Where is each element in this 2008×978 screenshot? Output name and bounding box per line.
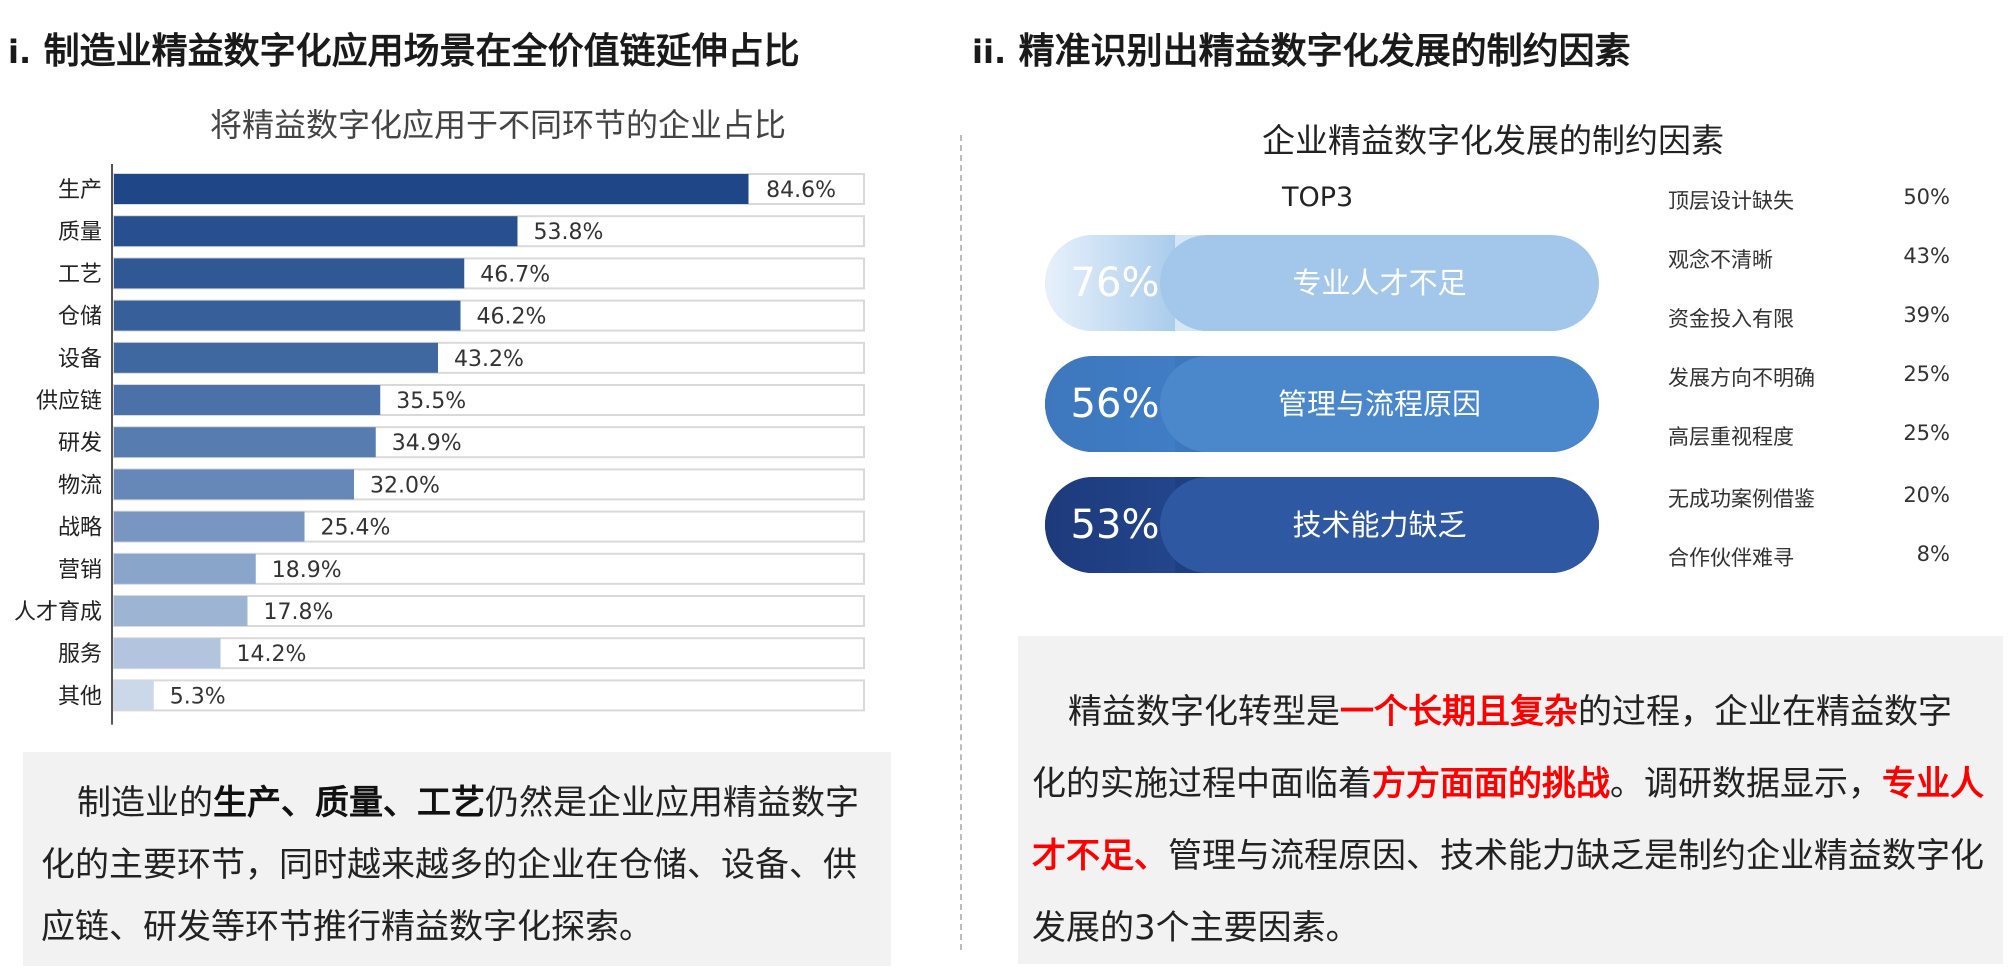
factor-value: 8% bbox=[1916, 542, 1950, 566]
factor-name: 无成功案例借鉴 bbox=[1668, 487, 1815, 511]
right-summary-text: 精益数字化转型是一个长期且复杂的过程，企业在精益数字化的实施过程中面临着方方面面… bbox=[1032, 676, 1985, 964]
category-label: 其他 bbox=[58, 684, 102, 709]
category-label: 生产 bbox=[58, 178, 102, 203]
summary-text: 管理与流程原因、技术能力缺乏是制约企业精益数字化发展的3个主要因素。 bbox=[1032, 836, 1984, 948]
factor-value: 43% bbox=[1903, 244, 1950, 268]
category-label: 设备 bbox=[58, 347, 102, 372]
left-section-title: i. 制造业精益数字化应用场景在全价值链延伸占比 bbox=[8, 22, 800, 74]
value-label: 34.9% bbox=[392, 431, 462, 456]
value-label: 5.3% bbox=[170, 684, 226, 709]
factor-value: 50% bbox=[1903, 185, 1950, 209]
top3-item: 53% 技术能力缺乏 bbox=[1045, 477, 1599, 573]
category-label: 服务 bbox=[58, 642, 102, 667]
factor-name: 高层重视程度 bbox=[1668, 425, 1794, 449]
top3-item: 76% 专业人才不足 bbox=[1045, 235, 1599, 331]
factor-row: 顶层设计缺失 50% bbox=[1668, 185, 1968, 215]
factor-name: 顶层设计缺失 bbox=[1668, 189, 1794, 213]
top3-label-text: 专业人才不足 bbox=[1160, 235, 1599, 331]
summary-bold-text: 生产、质量、工艺 bbox=[213, 783, 485, 823]
factor-name: 发展方向不明确 bbox=[1668, 366, 1815, 390]
factor-row: 合作伙伴难寻 8% bbox=[1668, 542, 1968, 572]
value-label: 53.8% bbox=[534, 220, 604, 245]
top3-value: 56% bbox=[1045, 356, 1175, 452]
category-label: 质量 bbox=[58, 220, 102, 245]
bar bbox=[114, 216, 518, 247]
section-number: i. bbox=[8, 33, 32, 71]
factor-row: 观念不清晰 43% bbox=[1668, 244, 1968, 274]
category-label: 仓储 bbox=[58, 305, 102, 330]
factor-row: 无成功案例借鉴 20% bbox=[1668, 483, 1968, 513]
section-number: ii. bbox=[972, 33, 1007, 71]
top3-item: 56% 管理与流程原因 bbox=[1045, 356, 1599, 452]
value-label: 43.2% bbox=[454, 347, 524, 372]
factor-row: 资金投入有限 39% bbox=[1668, 303, 1968, 333]
category-label: 研发 bbox=[58, 431, 102, 456]
top3-value: 76% bbox=[1045, 235, 1175, 331]
category-label: 人才育成 bbox=[14, 600, 102, 625]
factor-value: 25% bbox=[1903, 362, 1950, 386]
factor-row: 发展方向不明确 25% bbox=[1668, 362, 1968, 392]
category-label: 工艺 bbox=[58, 262, 102, 287]
value-label: 46.2% bbox=[477, 305, 547, 330]
bar bbox=[114, 385, 381, 415]
value-label: 25.4% bbox=[321, 516, 391, 541]
top3-label-text: 管理与流程原因 bbox=[1160, 356, 1599, 452]
category-label: 战略 bbox=[58, 516, 102, 541]
section-divider bbox=[960, 135, 962, 950]
factor-row: 高层重视程度 25% bbox=[1668, 421, 1968, 451]
section-title-text: 制造业精益数字化应用场景在全价值链延伸占比 bbox=[43, 31, 800, 72]
bar-track bbox=[113, 637, 865, 670]
factor-value: 25% bbox=[1903, 421, 1950, 445]
summary-text: 制造业的 bbox=[77, 783, 213, 823]
value-label: 17.8% bbox=[264, 600, 334, 625]
left-summary-text: 制造业的生产、质量、工艺仍然是企业应用精益数字化的主要环节，同时越来越多的企业在… bbox=[41, 772, 873, 958]
bar-chart-title: 将精益数字化应用于不同环节的企业占比 bbox=[210, 106, 787, 144]
bar bbox=[114, 258, 465, 289]
summary-highlight-text: 一个长期且复杂 bbox=[1340, 692, 1578, 732]
value-label: 14.2% bbox=[237, 642, 307, 667]
bar bbox=[114, 342, 438, 373]
bar bbox=[114, 638, 221, 669]
category-label: 供应链 bbox=[36, 389, 102, 414]
top3-value: 53% bbox=[1045, 477, 1175, 573]
bar bbox=[114, 469, 354, 500]
summary-text: 的过程，企业在精益数字化的实施过程中面临着 bbox=[1032, 692, 1952, 804]
value-label: 32.0% bbox=[370, 473, 440, 498]
summary-text: 仍然是企业应用精益数字化的主要环节，同时越来越多的企业在仓储、设备、供应链、研发… bbox=[41, 783, 859, 947]
top3-label: TOP3 bbox=[1282, 182, 1354, 213]
left-summary-box: 制造业的生产、质量、工艺仍然是企业应用精益数字化的主要环节，同时越来越多的企业在… bbox=[23, 752, 891, 966]
right-section-title: ii. 精准识别出精益数字化发展的制约因素 bbox=[972, 22, 1631, 74]
bar-track bbox=[113, 679, 865, 712]
factor-name: 合作伙伴难寻 bbox=[1668, 546, 1794, 570]
summary-highlight-text: 专业人才不足、 bbox=[1032, 764, 1984, 876]
factor-value: 39% bbox=[1903, 303, 1950, 327]
summary-text: 精益数字化转型是 bbox=[1068, 692, 1340, 732]
bar-chart: 生产 84.6% 质量 53.8% 工艺 46.7% 仓储 46.2% 设备 43.2% 供应链 35… bbox=[14, 164, 865, 725]
summary-highlight-text: 方方面面的挑战 bbox=[1372, 764, 1610, 804]
bar bbox=[114, 174, 749, 204]
category-label: 物流 bbox=[58, 473, 102, 498]
summary-text: 。调研数据显示， bbox=[1610, 764, 1882, 804]
value-label: 84.6% bbox=[766, 178, 836, 203]
bar bbox=[114, 553, 256, 584]
bar bbox=[114, 427, 376, 458]
value-label: 18.9% bbox=[272, 558, 342, 583]
bar bbox=[114, 511, 305, 542]
factor-value: 20% bbox=[1903, 483, 1950, 507]
bar bbox=[114, 596, 248, 626]
factor-name: 观念不清晰 bbox=[1668, 248, 1773, 272]
factor-name: 资金投入有限 bbox=[1668, 307, 1794, 331]
section-title-text: 精准识别出精益数字化发展的制约因素 bbox=[1018, 31, 1631, 72]
value-label: 35.5% bbox=[396, 389, 466, 414]
category-label: 营销 bbox=[58, 558, 102, 583]
value-label: 46.7% bbox=[480, 262, 550, 287]
bar bbox=[114, 300, 461, 331]
top3-label-text: 技术能力缺乏 bbox=[1160, 477, 1599, 573]
constraint-chart-title: 企业精益数字化发展的制约因素 bbox=[1262, 121, 1724, 160]
bar bbox=[114, 680, 154, 711]
right-summary-box: 精益数字化转型是一个长期且复杂的过程，企业在精益数字化的实施过程中面临着方方面面… bbox=[1018, 636, 2003, 964]
